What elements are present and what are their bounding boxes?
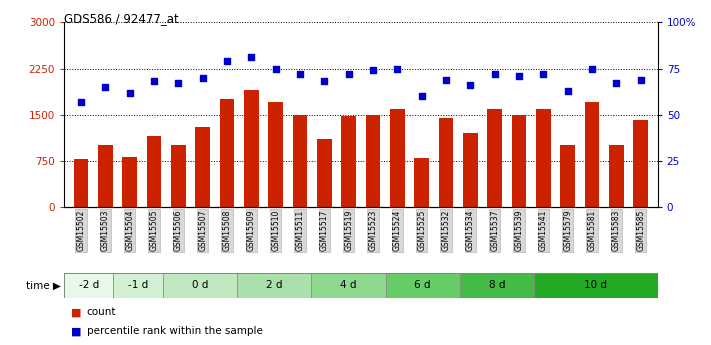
Bar <box>439 118 454 207</box>
Point <box>392 66 403 71</box>
Point <box>513 73 525 79</box>
Bar <box>415 158 429 207</box>
Text: ■: ■ <box>71 326 82 336</box>
Bar <box>114 273 163 298</box>
Text: GDS586 / 92477_at: GDS586 / 92477_at <box>64 12 178 25</box>
Bar <box>341 116 356 207</box>
Point <box>124 90 135 95</box>
Point <box>319 79 330 84</box>
Point <box>635 77 646 82</box>
Bar <box>385 273 460 298</box>
Bar <box>463 133 478 207</box>
Bar <box>634 120 648 207</box>
Text: percentile rank within the sample: percentile rank within the sample <box>87 326 262 336</box>
Point <box>611 81 622 86</box>
Point <box>562 88 573 93</box>
Point <box>221 58 232 64</box>
Bar <box>171 146 186 207</box>
Bar <box>460 273 534 298</box>
Point <box>489 71 501 77</box>
Bar <box>390 109 405 207</box>
Point <box>587 66 598 71</box>
Text: count: count <box>87 307 116 317</box>
Bar <box>609 146 624 207</box>
Bar <box>487 109 502 207</box>
Bar <box>64 273 114 298</box>
Point <box>416 93 427 99</box>
Point <box>246 55 257 60</box>
Text: time ▶: time ▶ <box>26 280 60 290</box>
Bar <box>584 102 599 207</box>
Point <box>343 71 354 77</box>
Bar <box>268 102 283 207</box>
Bar <box>122 157 137 207</box>
Bar <box>534 273 658 298</box>
Text: -2 d: -2 d <box>79 280 99 290</box>
Point <box>173 81 184 86</box>
Point <box>368 68 379 73</box>
Point <box>197 75 208 80</box>
Point <box>270 66 282 71</box>
Bar <box>196 127 210 207</box>
Bar <box>512 115 526 207</box>
Bar <box>560 146 575 207</box>
Bar <box>237 273 311 298</box>
Bar <box>293 115 307 207</box>
Point <box>464 82 476 88</box>
Text: -1 d: -1 d <box>128 280 149 290</box>
Text: 0 d: 0 d <box>192 280 208 290</box>
Bar <box>163 273 237 298</box>
Point <box>294 71 306 77</box>
Bar <box>146 136 161 207</box>
Text: 6 d: 6 d <box>415 280 431 290</box>
Point <box>100 84 111 90</box>
Text: 10 d: 10 d <box>584 280 607 290</box>
Bar <box>74 159 88 207</box>
Text: 4 d: 4 d <box>341 280 357 290</box>
Bar <box>311 273 385 298</box>
Bar <box>365 115 380 207</box>
Point <box>75 99 87 105</box>
Text: 8 d: 8 d <box>488 280 505 290</box>
Bar <box>220 99 235 207</box>
Point <box>440 77 451 82</box>
Point <box>149 79 160 84</box>
Text: 2 d: 2 d <box>266 280 282 290</box>
Bar <box>98 146 112 207</box>
Bar <box>317 139 331 207</box>
Bar <box>536 109 550 207</box>
Text: ■: ■ <box>71 307 82 317</box>
Bar <box>244 90 259 207</box>
Point <box>538 71 549 77</box>
